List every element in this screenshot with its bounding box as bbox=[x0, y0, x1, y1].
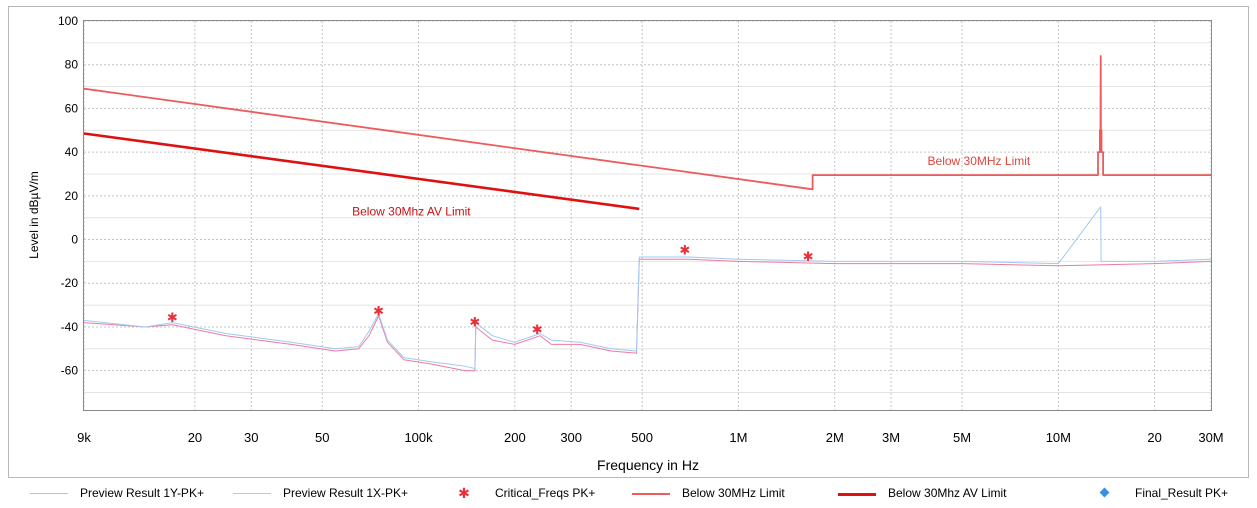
x-tick-label: 5M bbox=[953, 430, 971, 445]
y-tick-label: 40 bbox=[65, 145, 79, 159]
x-tick-label: 20 bbox=[188, 430, 202, 445]
y-tick-label: 0 bbox=[71, 233, 78, 247]
x-tick-label: 500 bbox=[631, 430, 653, 445]
series-line bbox=[83, 55, 1211, 191]
x-tick-label: 2M bbox=[826, 430, 844, 445]
x-tick-label: 300 bbox=[560, 430, 582, 445]
x-tick-label: 20 bbox=[1147, 430, 1161, 445]
legend-item: ✱ Critical_Freqs PK+ bbox=[445, 482, 595, 504]
x-tick-label: 9k bbox=[77, 430, 91, 445]
x-tick-label: 30 bbox=[244, 430, 258, 445]
limit-annotation: Below 30Mhz AV Limit bbox=[352, 205, 471, 219]
critical-freq-marker: ✱ bbox=[469, 316, 480, 331]
legend-label: Critical_Freqs PK+ bbox=[495, 486, 596, 500]
x-tick-label: 50 bbox=[315, 430, 329, 445]
y-tick-label: -40 bbox=[61, 320, 79, 334]
x-tick-label: 3M bbox=[882, 430, 900, 445]
y-tick-label: 60 bbox=[65, 101, 79, 115]
legend-symbol bbox=[632, 486, 670, 500]
x-tick-label: 30M bbox=[1198, 430, 1223, 445]
legend-label: Below 30MHz Limit bbox=[682, 486, 785, 500]
grid bbox=[83, 20, 1212, 410]
legend-item: Below 30Mhz AV Limit bbox=[838, 482, 1007, 504]
x-tick-label: 200 bbox=[504, 430, 526, 445]
legend-label: Preview Result 1Y-PK+ bbox=[80, 486, 204, 500]
series-line bbox=[83, 206, 1212, 369]
critical-freq-marker: ✱ bbox=[167, 311, 178, 326]
chart-frame bbox=[8, 6, 1249, 478]
legend-symbol: ✱ bbox=[458, 485, 470, 501]
series-line bbox=[83, 132, 640, 211]
annotations: Below 30MHz Limit Below 30Mhz AV Limit bbox=[352, 154, 1031, 218]
y-tick-label: 80 bbox=[65, 58, 79, 72]
y-tick-label: -60 bbox=[61, 364, 79, 378]
y-tick-label: -20 bbox=[61, 276, 79, 290]
x-tick-label: 1M bbox=[729, 430, 747, 445]
y-tick-label: 100 bbox=[58, 14, 78, 28]
legend-symbol bbox=[233, 486, 271, 500]
legend-label: Final_Result PK+ bbox=[1135, 486, 1229, 500]
x-axis-label: Frequency in Hz bbox=[597, 457, 699, 473]
legend-item: Below 30MHz Limit bbox=[632, 482, 785, 504]
limit-annotation: Below 30MHz Limit bbox=[928, 154, 1031, 168]
legend-item: Preview Result 1Y-PK+ bbox=[30, 482, 204, 504]
legend-symbol bbox=[838, 486, 876, 500]
legend-item: Preview Result 1X-PK+ bbox=[233, 482, 408, 504]
legend-label: Below 30Mhz AV Limit bbox=[888, 486, 1007, 500]
legend-item: Final_Result PK+ bbox=[1085, 482, 1228, 504]
legend: Preview Result 1Y-PK+ Preview Result 1X-P… bbox=[0, 482, 1257, 504]
critical-freq-marker: ✱ bbox=[803, 250, 814, 265]
legend-symbol bbox=[1085, 486, 1123, 500]
markers: ✱ ✱ ✱ ✱ ✱ ✱ bbox=[167, 243, 814, 338]
critical-freq-marker: ✱ bbox=[532, 323, 543, 338]
y-tick-label: 20 bbox=[65, 189, 79, 203]
plot-area bbox=[83, 20, 1212, 411]
y-axis-label: Level in dBµV/m bbox=[27, 171, 41, 259]
legend-label: Preview Result 1X-PK+ bbox=[283, 486, 409, 500]
x-tick-label: 10M bbox=[1046, 430, 1071, 445]
critical-freq-marker: ✱ bbox=[679, 243, 690, 258]
x-tick-label: 100k bbox=[404, 430, 433, 445]
legend-symbol bbox=[30, 486, 68, 500]
series-line bbox=[83, 258, 1212, 372]
critical-freq-marker: ✱ bbox=[373, 305, 384, 320]
series bbox=[83, 55, 1212, 372]
